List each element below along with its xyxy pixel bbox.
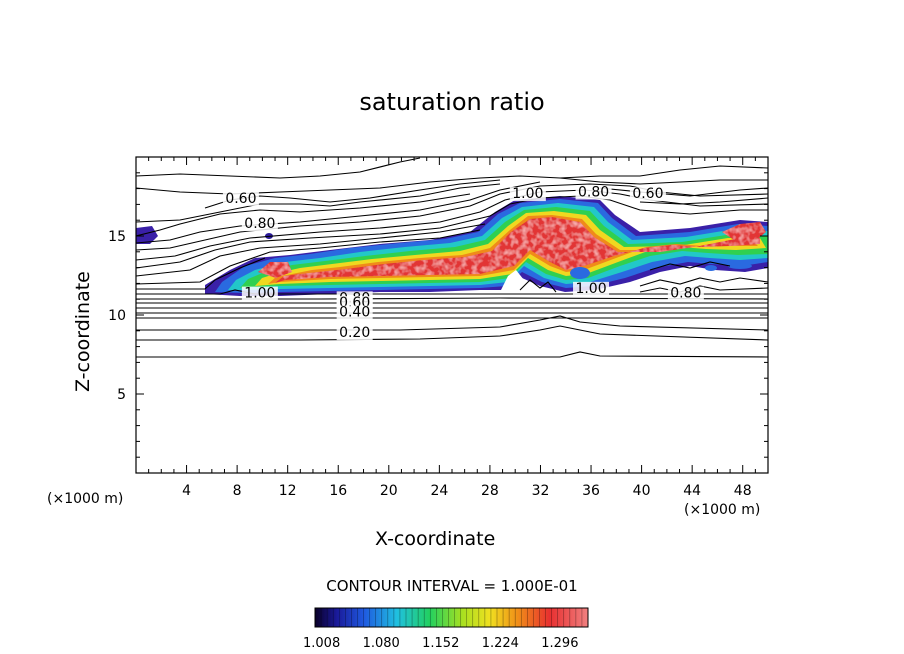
contour-line xyxy=(136,195,768,269)
contour-label-bg xyxy=(509,187,546,202)
cloud-cell-blob xyxy=(570,267,590,279)
contour-label: 0.60 xyxy=(629,186,666,202)
colorbar: 1.008 1.080 1.152 1.224 1.296 xyxy=(303,607,589,651)
x-tick-label: 20 xyxy=(380,483,398,499)
x-tick-label: 40 xyxy=(633,483,651,499)
contour-label: 0.40 xyxy=(336,305,373,321)
cloud-red-patch-right xyxy=(722,222,766,240)
cloud-gap xyxy=(500,270,524,296)
y-tick-label: 10 xyxy=(108,308,126,324)
contour-label-bg xyxy=(241,217,278,232)
cloud-red-patch-left xyxy=(258,262,292,278)
axis-ticks xyxy=(136,157,768,473)
contour-label-bg xyxy=(222,191,259,206)
y-tick-label: 5 xyxy=(117,387,126,403)
cloud-cell-blob-4 xyxy=(728,263,752,269)
contour-line xyxy=(136,223,486,277)
contour-label-bg xyxy=(667,286,704,301)
chart-title: saturation ratio xyxy=(359,88,545,116)
x-unit-label-left: (×1000 m) xyxy=(47,491,124,507)
contour-line xyxy=(519,279,557,293)
colorbar-tick-label: 1.296 xyxy=(541,636,578,651)
contour-line xyxy=(639,277,768,287)
contour-line xyxy=(136,193,471,237)
contour-line xyxy=(649,261,731,271)
x-tick-labels: 4 8 12 16 20 24 28 32 36 40 44 48 xyxy=(182,483,752,499)
contour-label: 1.00 xyxy=(509,186,546,202)
colorbar-gradient xyxy=(315,608,588,627)
contour-line xyxy=(136,229,481,285)
contour-label-bg xyxy=(336,305,373,320)
contour-line xyxy=(639,197,768,205)
contour-line xyxy=(559,165,768,179)
colorbar-tick-label: 1.008 xyxy=(303,636,340,651)
x-tick-label: 8 xyxy=(233,483,242,499)
x-tick-label: 16 xyxy=(329,483,347,499)
contour-label-bg xyxy=(241,286,278,301)
y-tick-labels: 5 10 15 xyxy=(108,229,126,403)
contour-label-text: 0.80 xyxy=(670,286,701,302)
contour-line xyxy=(136,183,501,223)
colorbar-tick-label: 1.080 xyxy=(363,636,400,651)
x-tick-label: 12 xyxy=(279,483,297,499)
plot-area: 0.600.801.000.800.601.000.800.600.400.20… xyxy=(136,157,768,358)
contour-label-bg xyxy=(575,185,612,200)
x-tick-label: 28 xyxy=(481,483,499,499)
colorbar-labels: 1.008 1.080 1.152 1.224 1.296 xyxy=(303,636,578,651)
x-tick-label: 44 xyxy=(683,483,701,499)
contour-line xyxy=(639,285,768,293)
contour-line xyxy=(136,351,768,358)
contour-label: 0.80 xyxy=(667,286,704,302)
x-tick-label: 4 xyxy=(182,483,191,499)
contour-label-bg xyxy=(573,281,610,296)
contour-label-text: 1.00 xyxy=(512,186,543,202)
contour-label-text: 1.00 xyxy=(575,281,606,297)
x-tick-label: 32 xyxy=(532,483,550,499)
x-tick-label: 48 xyxy=(734,483,752,499)
contour-label: 0.20 xyxy=(336,325,373,341)
contour-label: 0.80 xyxy=(575,185,612,201)
contour-label-text: 0.60 xyxy=(632,186,663,202)
contour-line xyxy=(136,297,768,300)
x-axis-label: X-coordinate xyxy=(375,528,496,550)
contour-line xyxy=(136,257,266,290)
contour-label-text: 0.60 xyxy=(225,191,256,207)
contour-label-text: 0.80 xyxy=(578,185,609,201)
contour-line xyxy=(136,157,421,179)
contour-label: 0.80 xyxy=(241,216,278,232)
contour-line xyxy=(136,181,541,244)
x-tick-label: 24 xyxy=(430,483,448,499)
colorbar-stripes xyxy=(320,608,583,627)
cloud-halo-left xyxy=(136,226,158,244)
cloud-cell-blob-3 xyxy=(705,265,717,271)
cloud-red-core xyxy=(275,217,760,283)
contour-line xyxy=(599,187,768,197)
contour-label-text: 0.20 xyxy=(339,325,370,341)
contour-interval-label: CONTOUR INTERVAL = 1.000E-01 xyxy=(326,577,578,595)
contour-label-text: 0.40 xyxy=(339,305,370,321)
contour-label: 1.00 xyxy=(573,281,610,297)
contour-labels: 0.600.801.000.800.601.000.800.600.400.20… xyxy=(222,185,704,341)
colorbar-tick-label: 1.224 xyxy=(482,636,519,651)
contour-lines xyxy=(136,157,768,358)
x-tick-label: 36 xyxy=(582,483,600,499)
supersaturation-shading xyxy=(136,196,768,296)
x-unit-label-right: (×1000 m) xyxy=(684,502,761,518)
contour-label-bg xyxy=(336,326,373,341)
y-tick-label: 15 xyxy=(108,229,126,245)
contour-label-bg xyxy=(629,187,666,202)
colorbar-frame xyxy=(314,607,589,628)
contour-label: 1.00 xyxy=(241,286,278,302)
contour-label: 0.60 xyxy=(222,191,259,207)
colorbar-tick-label: 1.152 xyxy=(422,636,459,651)
contour-label-text: 1.00 xyxy=(244,286,275,302)
contour-label-text: 0.80 xyxy=(244,216,275,232)
